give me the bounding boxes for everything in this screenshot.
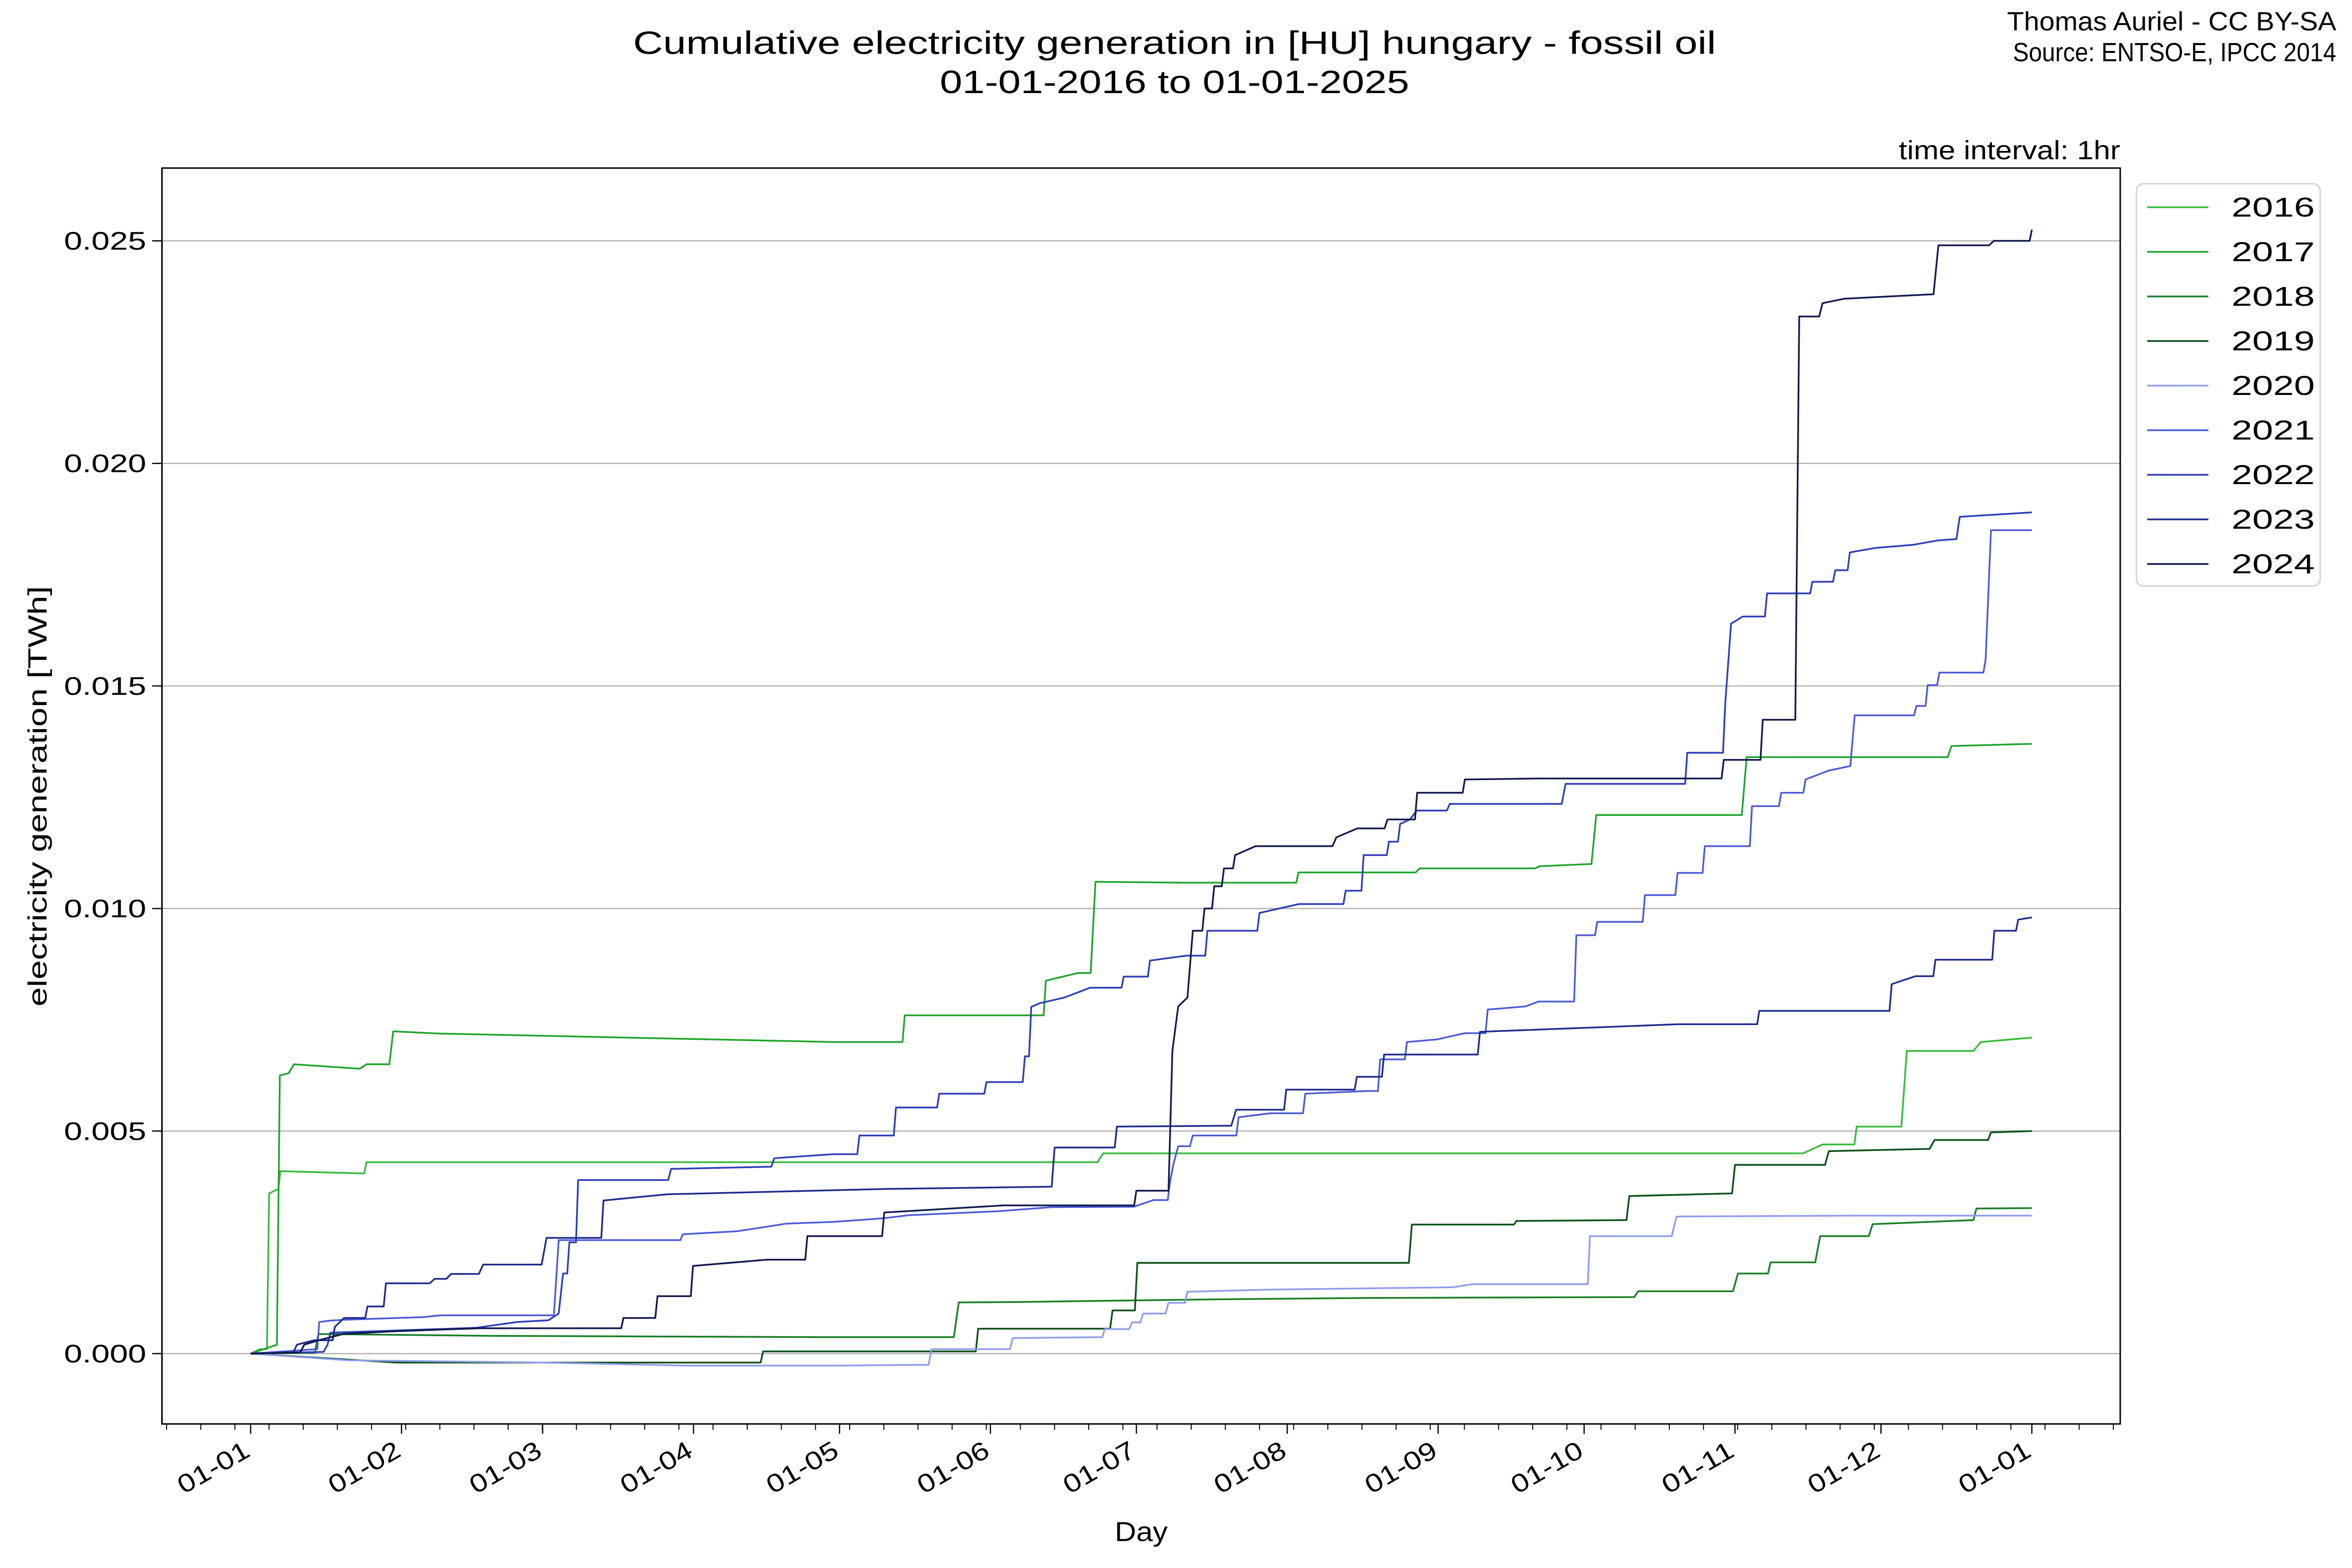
svg-text:2018: 2018: [2231, 281, 2315, 312]
svg-text:2024: 2024: [2231, 548, 2315, 579]
svg-text:2019: 2019: [2231, 325, 2315, 356]
svg-text:electricity generation [TWh]: electricity generation [TWh]: [23, 586, 52, 1006]
svg-text:2021: 2021: [2231, 415, 2315, 445]
svg-text:01-01-2016 to 01-01-2025: 01-01-2016 to 01-01-2025: [940, 64, 1409, 100]
svg-text:0.010: 0.010: [64, 895, 147, 923]
svg-text:Source: ENTSO-E, IPCC 2014: Source: ENTSO-E, IPCC 2014: [2013, 38, 2336, 67]
svg-text:0.000: 0.000: [64, 1340, 147, 1369]
svg-text:0.005: 0.005: [64, 1117, 147, 1146]
svg-text:time interval: 1hr: time interval: 1hr: [1899, 136, 2120, 165]
svg-text:2023: 2023: [2231, 504, 2315, 535]
svg-text:2016: 2016: [2231, 192, 2315, 222]
svg-text:2022: 2022: [2231, 459, 2315, 490]
svg-text:0.025: 0.025: [64, 227, 147, 256]
svg-text:2020: 2020: [2231, 370, 2315, 401]
svg-text:Cumulative electricity generat: Cumulative electricity generation in [HU…: [633, 24, 1716, 61]
svg-text:0.015: 0.015: [64, 672, 147, 701]
svg-text:Day: Day: [1115, 1516, 1168, 1547]
svg-text:0.020: 0.020: [64, 450, 147, 478]
svg-text:2017: 2017: [2231, 236, 2315, 267]
svg-text:Thomas Auriel - CC BY-SA: Thomas Auriel - CC BY-SA: [2007, 7, 2336, 36]
